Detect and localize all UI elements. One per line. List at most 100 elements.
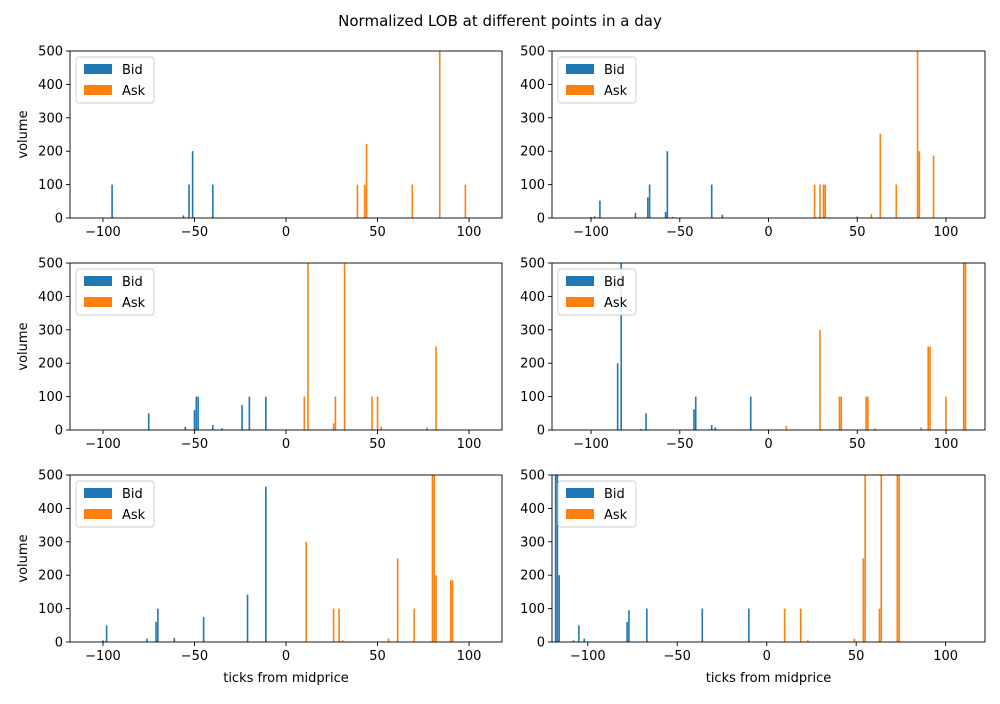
ask-bar <box>426 427 428 430</box>
ask-bar <box>898 475 900 642</box>
bid-bar <box>701 608 704 642</box>
ask-bar <box>895 184 898 218</box>
subplot-6: −100 −50 0 50 100 0 100 200 300 400 500 ticks from … <box>520 469 986 686</box>
ask-bar <box>840 396 843 430</box>
ask-legend-label: Ask <box>604 296 628 311</box>
ask-bar <box>920 427 922 430</box>
ask-legend-label: Ask <box>122 508 146 523</box>
ask-bar <box>449 580 452 642</box>
ask-legend-swatch <box>84 509 112 519</box>
legend: Bid Ask <box>557 480 637 528</box>
ask-bar <box>464 184 467 218</box>
bars <box>147 263 437 430</box>
bid-bar <box>626 621 628 642</box>
bid-bar <box>590 217 592 218</box>
bid-bar <box>554 475 557 642</box>
bid-legend-label: Bid <box>122 275 143 290</box>
bid-bar <box>211 424 214 430</box>
axes-frame <box>551 474 986 643</box>
ask-legend-label: Ask <box>604 84 628 99</box>
ask-bar <box>303 396 306 430</box>
bid-bar <box>578 625 580 642</box>
bid-legend-label: Bid <box>604 487 625 502</box>
bid-bar <box>694 396 697 430</box>
x-tick-label: 100 <box>934 437 959 452</box>
x-tick-label: −100 <box>85 649 121 664</box>
y-tick-label: 300 <box>520 111 545 126</box>
bid-legend-label: Bid <box>122 487 143 502</box>
bid-bar <box>620 263 623 430</box>
bid-bar <box>147 413 150 430</box>
ask-bar <box>435 575 437 642</box>
ask-bar <box>332 423 335 430</box>
y-tick-label: 300 <box>38 323 63 338</box>
x-tick-label: 100 <box>934 225 959 240</box>
ask-bar <box>880 475 883 642</box>
bid-bar <box>265 396 267 430</box>
bid-bar <box>241 404 243 430</box>
ask-legend-swatch <box>566 509 594 519</box>
ask-legend-label: Ask <box>604 508 628 523</box>
y-tick-label: 0 <box>55 636 63 651</box>
y-tick-label: 200 <box>38 357 63 372</box>
legend: Bid Ask <box>75 56 155 104</box>
ask-bar <box>431 475 434 642</box>
bid-bar <box>556 475 559 642</box>
bid-bar <box>157 608 159 642</box>
bid-bar <box>111 184 113 218</box>
bid-legend-label: Bid <box>604 275 625 290</box>
bid-bar <box>645 413 647 430</box>
ask-bar <box>376 396 379 430</box>
ask-bar <box>896 475 899 642</box>
x-axis-label: ticks from midprice <box>706 671 832 686</box>
bid-bar <box>749 396 752 430</box>
bid-bar <box>748 608 750 642</box>
y-tick-label: 300 <box>520 323 545 338</box>
ask-bar <box>838 396 841 430</box>
ask-bar <box>856 216 859 218</box>
y-tick-label: 400 <box>38 290 63 305</box>
ask-bar <box>380 426 382 430</box>
bid-bar <box>246 594 249 642</box>
subplot-1: −100 −50 0 50 100 0 100 200 300 400 500 volume Bid As… <box>16 45 503 240</box>
ask-bar <box>964 263 967 430</box>
y-tick-label: 0 <box>537 636 545 651</box>
x-tick-label: 50 <box>848 649 865 664</box>
bars <box>590 51 935 218</box>
bid-bar <box>197 396 199 430</box>
ask-bar <box>862 558 865 642</box>
y-tick-label: 200 <box>520 145 545 160</box>
y-tick-label: 500 <box>520 45 545 60</box>
y-tick-label: 300 <box>38 535 63 550</box>
x-tick-label: 0 <box>282 649 290 664</box>
ask-bar <box>962 263 965 430</box>
x-tick-label: 0 <box>763 649 771 664</box>
y-tick-label: 200 <box>520 357 545 372</box>
bars <box>554 475 900 642</box>
ask-bar <box>307 263 309 430</box>
ask-bar <box>411 184 414 218</box>
x-tick-label: 100 <box>933 649 958 664</box>
bid-bar <box>666 151 669 218</box>
ask-legend-swatch <box>566 85 594 95</box>
bars <box>616 263 967 430</box>
x-axis-label: ticks from midprice <box>223 671 349 686</box>
y-tick-label: 300 <box>38 111 63 126</box>
y-tick-label: 500 <box>38 45 63 60</box>
bid-bar <box>188 184 190 218</box>
ask-bar <box>356 184 359 218</box>
y-axis-label: volume <box>16 534 31 582</box>
legend: Bid Ask <box>75 480 155 528</box>
bid-bar <box>184 426 187 430</box>
x-tick-label: 50 <box>369 225 386 240</box>
bid-bar <box>195 396 198 430</box>
ask-bar <box>819 184 821 218</box>
legend: Bid Ask <box>75 268 155 316</box>
y-tick-label: 400 <box>520 502 545 517</box>
y-tick-label: 100 <box>520 602 545 617</box>
ask-bar <box>341 640 344 642</box>
x-tick-label: 50 <box>849 225 866 240</box>
bid-bar <box>182 215 185 218</box>
